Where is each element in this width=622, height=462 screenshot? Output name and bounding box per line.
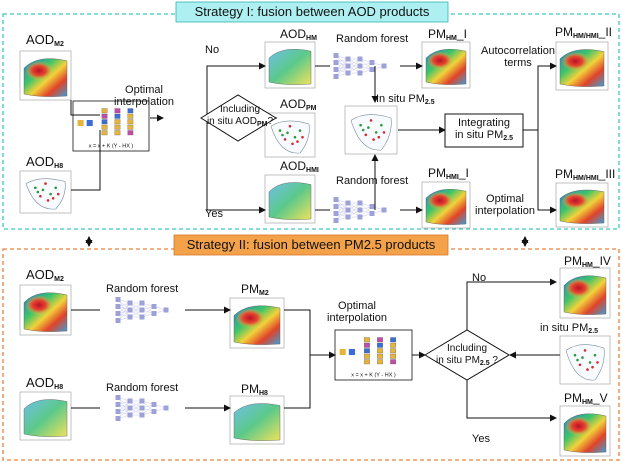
s1-random-forest-top-label: Random forest bbox=[336, 33, 409, 45]
aod-hmi-label: AODHMI bbox=[280, 159, 319, 174]
map-pm-4 bbox=[559, 267, 611, 319]
s1-map-aod-h8 bbox=[19, 170, 72, 214]
s1-aod-m2-label: AODM2 bbox=[26, 32, 64, 48]
s1-map-in-situ bbox=[344, 105, 398, 155]
s2-aod-h8-label: AODH8 bbox=[26, 375, 64, 391]
map-aod-pm bbox=[264, 112, 316, 158]
aod-pm-label: AODPM bbox=[280, 97, 317, 112]
pm-4-label: PMHM_IV bbox=[564, 254, 611, 269]
integrating-label: Integrating in situ PM2.5 bbox=[454, 117, 514, 142]
s2-optimal-interpolation-label: Optimal interpolation bbox=[327, 300, 387, 324]
s1-no-label: No bbox=[205, 44, 220, 56]
s2-random-forest-bottom-label: Random forest bbox=[106, 382, 179, 394]
map-pm-5 bbox=[559, 405, 611, 457]
equation-text: x = x + K (Y - HX ) bbox=[89, 144, 134, 150]
strategy1-connectors bbox=[70, 62, 557, 214]
strategy2-banner-box bbox=[173, 234, 449, 256]
autocorrelation-label: Autocorrelation terms bbox=[481, 45, 555, 69]
map-pm-hmi-1 bbox=[421, 181, 471, 229]
s2-network-top bbox=[115, 297, 169, 323]
map-pm-hm-1 bbox=[421, 41, 471, 89]
pm-m2-label: PMM2 bbox=[241, 282, 269, 297]
pm-3-label: PMHM/HMI_III bbox=[555, 167, 616, 182]
map-aod-hm bbox=[264, 41, 316, 89]
s2-equation-box: x = x + K (Y - HX ) bbox=[334, 329, 413, 381]
s1-map-aod-m2 bbox=[19, 50, 72, 101]
strategy1-banner: Strategy I: fusion between AOD products bbox=[194, 4, 430, 19]
s1-network-top bbox=[333, 53, 387, 79]
pm-hm-1-label: PMHM_I bbox=[428, 27, 467, 42]
pm-2-label: PMHM/HMI_II bbox=[555, 25, 613, 40]
pm-h8-label: PMH8 bbox=[241, 382, 268, 397]
strategy2-decision-diamond bbox=[424, 329, 510, 381]
pm-5-label: PMHM_V bbox=[564, 391, 608, 406]
strategy2-banner: Strategy II: fusion between PM2.5 produc… bbox=[186, 237, 436, 252]
map-pm-m2 bbox=[229, 297, 285, 349]
s1-network-bottom bbox=[333, 197, 387, 223]
s2-map-in-situ bbox=[559, 335, 611, 385]
strategy1-banner-box bbox=[175, 1, 449, 23]
s2-in-situ-label: in situ PM2.5 bbox=[540, 322, 599, 335]
s2-no-label: No bbox=[472, 272, 487, 284]
s1-optimal-interpolation2-label: Optimal interpolation bbox=[475, 193, 535, 217]
s1-yes-label: Yes bbox=[205, 208, 223, 220]
pm-hmi-1-label: PMHMI_I bbox=[428, 166, 469, 181]
equation-text: x = x + K (Y - HX ) bbox=[351, 373, 396, 379]
s2-decision-text: Including in situ PM2.5 ? bbox=[436, 343, 498, 367]
s2-aod-m2-label: AODM2 bbox=[26, 267, 64, 283]
s1-decision-text: Including in situ AODPM? bbox=[206, 104, 274, 128]
map-pm-3 bbox=[555, 182, 609, 228]
aod-hm-label: AODHM bbox=[280, 27, 317, 42]
map-aod-hmi bbox=[264, 174, 316, 224]
map-pm-h8 bbox=[229, 395, 285, 445]
s1-optimal-interpolation-label: Optimal interpolation bbox=[114, 84, 174, 108]
s2-random-forest-top-label: Random forest bbox=[106, 283, 179, 295]
integrating-box bbox=[444, 113, 524, 148]
s1-aod-h8-label: AODH8 bbox=[26, 154, 64, 170]
s1-equation-box: x = x + K (Y - HX ) bbox=[72, 100, 150, 152]
strategy2-connectors bbox=[71, 278, 560, 422]
map-pm-2 bbox=[555, 41, 609, 91]
s2-map-aod-m2 bbox=[19, 284, 72, 336]
s1-in-situ-label: In situ PM2.5 bbox=[376, 93, 435, 106]
s2-map-aod-h8 bbox=[19, 391, 72, 441]
s1-random-forest-bottom-label: Random forest bbox=[336, 175, 409, 187]
s2-network-bottom bbox=[115, 395, 169, 421]
s2-yes-label: Yes bbox=[472, 433, 490, 445]
strategy1-decision-diamond bbox=[200, 94, 277, 142]
